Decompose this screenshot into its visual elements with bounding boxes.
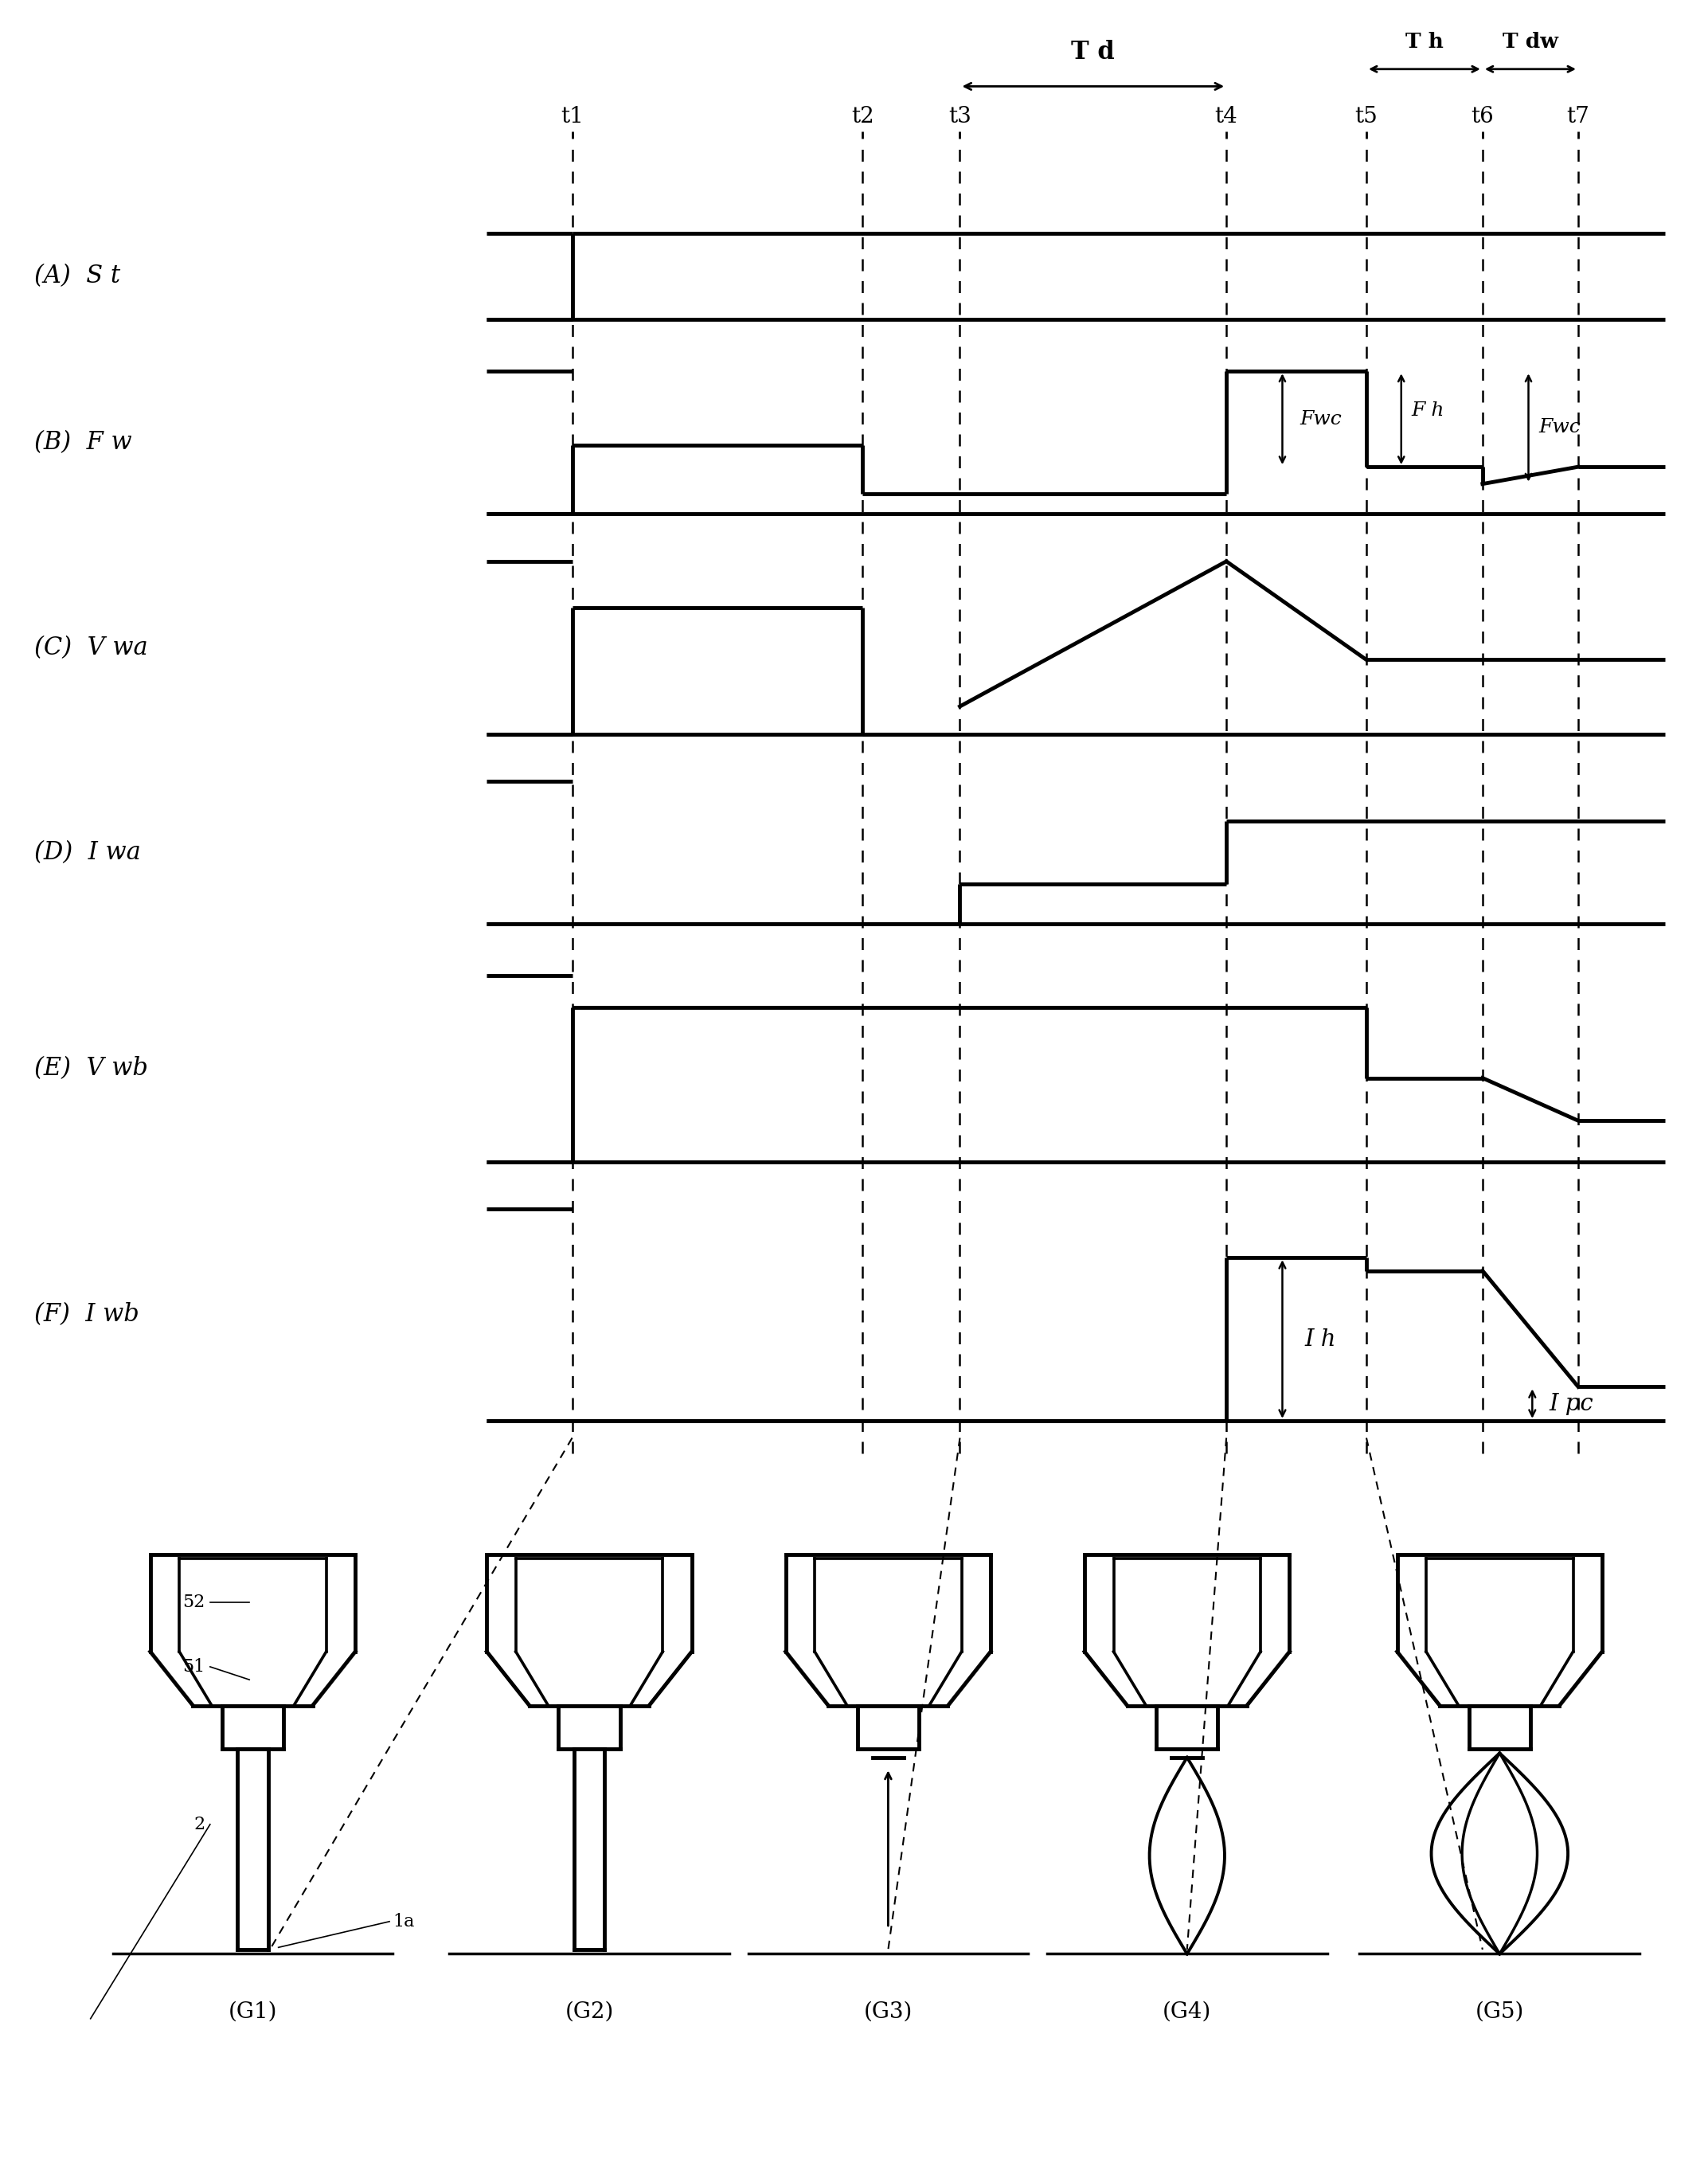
Text: t2: t2 xyxy=(851,106,874,127)
Text: t7: t7 xyxy=(1566,106,1590,127)
Text: t3: t3 xyxy=(948,106,972,127)
Text: T d: T d xyxy=(1071,41,1115,65)
Text: T dw: T dw xyxy=(1503,32,1558,52)
Text: t6: t6 xyxy=(1471,106,1494,127)
Text: t5: t5 xyxy=(1354,106,1378,127)
Text: (G1): (G1) xyxy=(229,2001,277,2023)
Text: (F)  I wb: (F) I wb xyxy=(34,1302,138,1328)
Text: I pc: I pc xyxy=(1549,1393,1594,1414)
Text: Fwc: Fwc xyxy=(1300,410,1341,427)
Text: (G4): (G4) xyxy=(1163,2001,1211,2023)
Text: (G2): (G2) xyxy=(565,2001,613,2023)
Text: t4: t4 xyxy=(1214,106,1238,127)
Text: (A)  S t: (A) S t xyxy=(34,263,120,289)
Text: 1a: 1a xyxy=(393,1913,415,1930)
Text: (G3): (G3) xyxy=(864,2001,912,2023)
Text: (C)  V wa: (C) V wa xyxy=(34,635,147,661)
Text: t1: t1 xyxy=(560,106,584,127)
Text: 2: 2 xyxy=(193,1816,205,1833)
Text: 51: 51 xyxy=(183,1658,205,1675)
Text: (D)  I wa: (D) I wa xyxy=(34,840,140,866)
Text: F h: F h xyxy=(1411,402,1445,419)
Text: Fwc: Fwc xyxy=(1539,419,1580,436)
Text: (E)  V wb: (E) V wb xyxy=(34,1056,149,1082)
Text: T h: T h xyxy=(1406,32,1443,52)
Text: I h: I h xyxy=(1305,1328,1336,1349)
Text: (B)  F w: (B) F w xyxy=(34,430,132,456)
Text: (G5): (G5) xyxy=(1476,2001,1524,2023)
Text: 52: 52 xyxy=(183,1593,205,1611)
